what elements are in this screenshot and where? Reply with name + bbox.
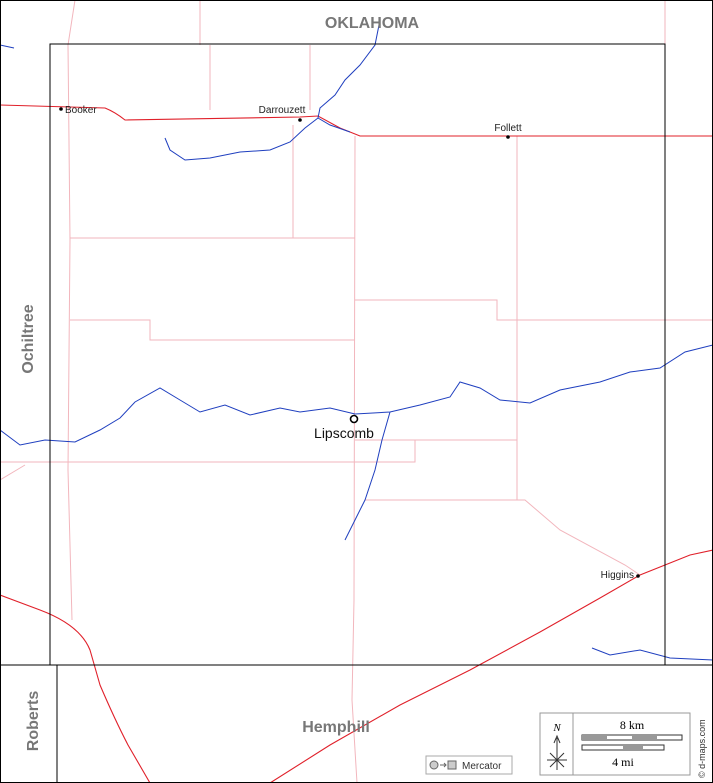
- city-label: Lipscomb: [314, 425, 374, 441]
- neighbor-label: Hemphill: [302, 719, 370, 736]
- icon: [429, 760, 439, 770]
- icon: [447, 760, 457, 770]
- projection-label: Mercator: [462, 761, 502, 772]
- neighbor-label: Roberts: [25, 691, 42, 752]
- city-label: Booker: [65, 105, 97, 116]
- credit: © d-maps.com: [697, 719, 707, 778]
- city-dot: [298, 118, 302, 122]
- highways: [0, 104, 713, 783]
- legend: N 8 km 4 mi: [539, 712, 691, 776]
- city-dot: [636, 574, 640, 578]
- scale-label: 8 km: [620, 718, 645, 732]
- city-label: Higgins: [601, 570, 634, 581]
- icon: [440, 762, 447, 768]
- rivers: [0, 19, 713, 661]
- neighbor-label: OKLAHOMA: [325, 15, 420, 32]
- north-label: N: [552, 722, 561, 734]
- scale-bar: [623, 745, 643, 750]
- scale-label: 4 mi: [612, 755, 634, 769]
- legend-box: [539, 712, 691, 776]
- city-dot: [506, 135, 510, 139]
- scale-bar: [632, 735, 657, 740]
- neighbor-label: Ochiltree: [20, 304, 37, 373]
- projection: Mercator: [425, 755, 513, 775]
- city-dot: [349, 414, 359, 424]
- scale-bar: [582, 735, 607, 740]
- city-dot: [59, 107, 63, 111]
- compass: [547, 734, 567, 770]
- city-label: Follett: [494, 123, 521, 134]
- city-label: Darrouzett: [259, 105, 306, 116]
